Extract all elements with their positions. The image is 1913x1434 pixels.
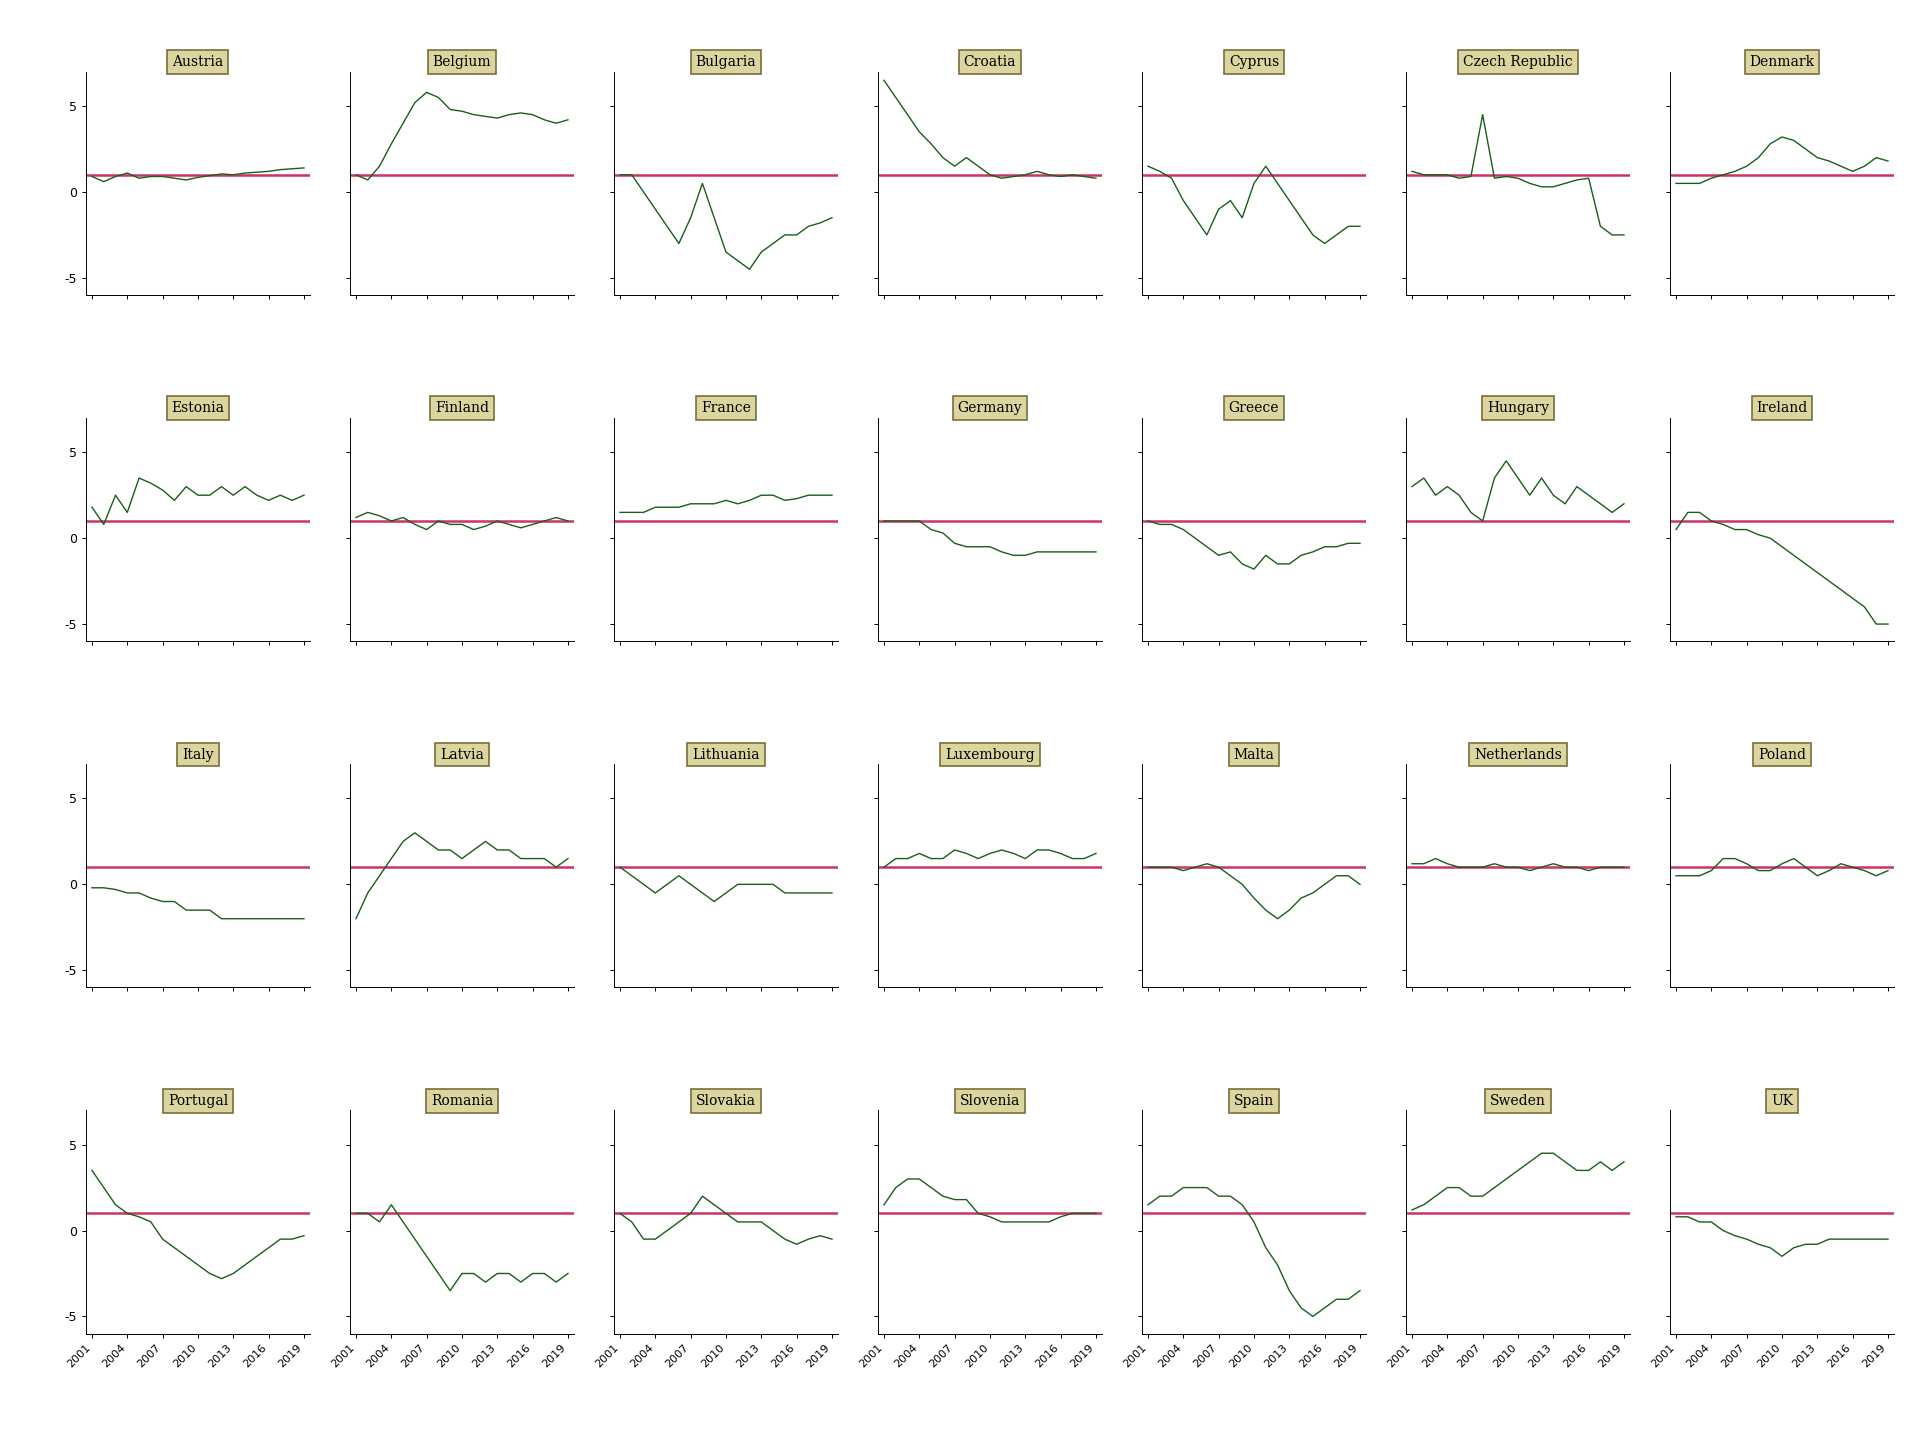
Title: Portugal: Portugal: [168, 1094, 228, 1107]
Title: Germany: Germany: [958, 402, 1022, 416]
Title: Spain: Spain: [1234, 1094, 1274, 1107]
Title: Netherlands: Netherlands: [1475, 747, 1561, 761]
Title: Greece: Greece: [1228, 402, 1280, 416]
Title: Sweden: Sweden: [1490, 1094, 1546, 1107]
Title: Slovenia: Slovenia: [960, 1094, 1020, 1107]
Title: Croatia: Croatia: [964, 54, 1016, 69]
Title: Belgium: Belgium: [432, 54, 492, 69]
Title: Poland: Poland: [1758, 747, 1806, 761]
Title: Latvia: Latvia: [440, 747, 484, 761]
Title: Cyprus: Cyprus: [1228, 54, 1280, 69]
Title: Luxembourg: Luxembourg: [945, 747, 1035, 761]
Title: Finland: Finland: [434, 402, 490, 416]
Title: Lithuania: Lithuania: [693, 747, 759, 761]
Title: Slovakia: Slovakia: [696, 1094, 756, 1107]
Title: Ireland: Ireland: [1756, 402, 1808, 416]
Title: Italy: Italy: [182, 747, 214, 761]
Title: Romania: Romania: [430, 1094, 494, 1107]
Title: Estonia: Estonia: [172, 402, 224, 416]
Title: Bulgaria: Bulgaria: [696, 54, 756, 69]
Title: Malta: Malta: [1234, 747, 1274, 761]
Title: France: France: [700, 402, 752, 416]
Title: UK: UK: [1771, 1094, 1792, 1107]
Title: Czech Republic: Czech Republic: [1463, 54, 1572, 69]
Title: Hungary: Hungary: [1486, 402, 1550, 416]
Title: Austria: Austria: [172, 54, 224, 69]
Title: Denmark: Denmark: [1750, 54, 1815, 69]
